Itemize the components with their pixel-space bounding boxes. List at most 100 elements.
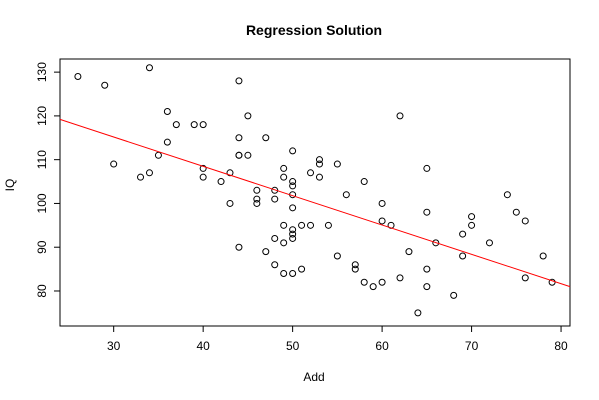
data-point	[235, 134, 243, 142]
data-point	[271, 195, 279, 203]
data-point	[315, 160, 323, 168]
data-point	[369, 283, 377, 291]
data-point	[405, 248, 413, 256]
data-point	[423, 265, 431, 273]
x-tick-label: 60	[375, 339, 389, 353]
data-point	[217, 178, 225, 186]
data-point	[423, 208, 431, 216]
x-tick-label: 70	[465, 339, 479, 353]
data-point	[450, 291, 458, 299]
data-point	[289, 269, 297, 277]
data-point	[253, 195, 261, 203]
data-point	[226, 199, 234, 207]
data-point	[539, 252, 547, 260]
data-point	[468, 221, 476, 229]
data-point	[253, 199, 261, 207]
data-point	[298, 265, 306, 273]
data-point	[512, 208, 520, 216]
y-axis: 80 90 100 110 120 130	[35, 62, 61, 298]
data-point	[378, 217, 386, 225]
data-point	[244, 151, 252, 159]
plot-frame	[59, 58, 571, 327]
data-point	[378, 278, 386, 286]
data-point	[145, 64, 153, 72]
data-point	[271, 261, 279, 269]
data-point	[378, 199, 386, 207]
data-point	[262, 134, 270, 142]
data-point	[289, 226, 297, 234]
data-point	[342, 191, 350, 199]
x-axis-label: Add	[303, 370, 324, 384]
data-point	[289, 178, 297, 186]
data-point	[423, 283, 431, 291]
data-point	[333, 252, 341, 260]
data-point	[163, 108, 171, 116]
x-tick-label: 80	[554, 339, 568, 353]
data-point	[289, 230, 297, 238]
data-point	[315, 173, 323, 181]
data-point	[154, 151, 162, 159]
data-point	[289, 147, 297, 155]
data-point	[360, 178, 368, 186]
data-point	[351, 261, 359, 269]
data-point	[235, 77, 243, 85]
data-point	[199, 121, 207, 129]
y-tick-label: 90	[35, 240, 49, 254]
data-point	[271, 234, 279, 242]
y-tick-label: 100	[35, 193, 49, 213]
data-point	[280, 221, 288, 229]
chart-title: Regression Solution	[246, 22, 382, 38]
data-point	[289, 182, 297, 190]
data-point	[307, 169, 315, 177]
data-point	[163, 138, 171, 146]
x-tick-label: 40	[196, 339, 210, 353]
data-point	[262, 248, 270, 256]
data-point	[503, 191, 511, 199]
data-point	[289, 234, 297, 242]
data-point	[485, 239, 493, 247]
data-point	[298, 221, 306, 229]
data-point	[253, 186, 261, 194]
data-point	[414, 309, 422, 317]
data-point	[235, 151, 243, 159]
y-tick-label: 110	[35, 150, 49, 169]
data-point	[521, 217, 529, 225]
data-point	[468, 213, 476, 221]
data-point	[280, 173, 288, 181]
y-tick-label: 130	[35, 62, 49, 82]
data-point	[351, 265, 359, 273]
data-point	[521, 274, 529, 282]
data-point	[226, 169, 234, 177]
data-point	[289, 204, 297, 212]
data-point	[244, 112, 252, 120]
data-point	[74, 73, 82, 81]
data-point	[280, 239, 288, 247]
data-point	[190, 121, 198, 129]
y-tick-label: 80	[35, 284, 49, 298]
data-point	[396, 274, 404, 282]
data-point	[199, 173, 207, 181]
x-tick-label: 50	[286, 339, 300, 353]
y-axis-label: IQ	[3, 179, 17, 192]
data-point	[315, 156, 323, 164]
data-point	[423, 164, 431, 172]
data-points	[74, 64, 556, 317]
data-point	[333, 160, 341, 168]
data-point	[110, 160, 118, 168]
data-point	[280, 164, 288, 172]
data-point	[145, 169, 153, 177]
data-point	[235, 243, 243, 251]
data-point	[396, 112, 404, 120]
data-point	[324, 221, 332, 229]
regression-line	[59, 118, 571, 288]
data-point	[172, 121, 180, 129]
data-point	[432, 239, 440, 247]
x-axis: 30 40 50 60 70 80	[107, 325, 568, 353]
data-point	[280, 269, 288, 277]
data-point	[137, 173, 145, 181]
data-point	[459, 252, 467, 260]
data-point	[199, 164, 207, 172]
y-tick-label: 120	[35, 106, 49, 126]
data-point	[360, 278, 368, 286]
